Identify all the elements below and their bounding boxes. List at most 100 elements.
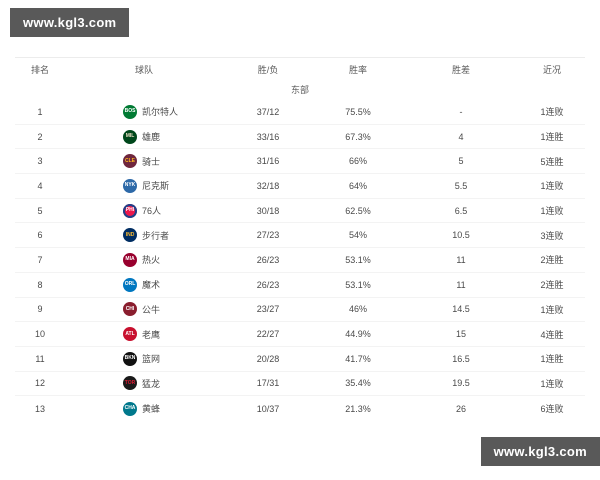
col-header-team: 球队 [134, 65, 153, 75]
watermark-bottom: www.kgl3.com [480, 437, 600, 466]
record-cell: 23/27 [256, 304, 280, 315]
gb-cell: 11 [456, 254, 466, 265]
gb-cell: 5.5 [454, 180, 468, 191]
rank-cell: 11 [35, 353, 45, 364]
col-header-rank: 排名 [30, 65, 49, 75]
gb-cell: 4 [458, 131, 464, 142]
col-header-pct: 胜率 [348, 65, 367, 75]
streak-cell: 1连败 [540, 378, 564, 389]
team-name: 猛龙 [142, 378, 161, 389]
table-row: 9 CHI 公牛 23/27 46% 14.5 1连败 [15, 298, 585, 323]
rank-cell: 5 [37, 205, 43, 216]
record-cell: 26/23 [256, 279, 280, 290]
streak-cell: 1连败 [540, 181, 564, 192]
record-cell: 32/18 [256, 180, 280, 191]
streak-cell: 4连胜 [540, 329, 564, 340]
pct-cell: 64% [348, 180, 367, 191]
rank-cell: 13 [34, 403, 45, 414]
team-logo-icon: TOR [123, 376, 137, 391]
table-row: 3 CLE 骑士 31/16 66% 5 5连胜 [15, 149, 585, 175]
team-logo-icon: IND [123, 228, 137, 243]
streak-cell: 1连胜 [540, 354, 564, 365]
team-name: 热火 [142, 255, 161, 266]
team-name: 步行者 [142, 230, 170, 241]
team-name: 骑士 [142, 156, 161, 167]
team-logo-icon: MIA [123, 252, 137, 267]
rank-cell: 8 [37, 279, 43, 290]
table-row: 13 CHA 黄蜂 10/37 21.3% 26 6连败 [15, 396, 585, 421]
gb-cell: 10.5 [452, 230, 470, 241]
rank-cell: 1 [37, 106, 43, 117]
gb-cell: 6.5 [454, 205, 468, 216]
table-row: 7 MIA 热火 26/23 53.1% 11 2连胜 [15, 248, 585, 273]
team-cell: IND 步行者 [65, 228, 223, 243]
streak-cell: 5连胜 [540, 156, 564, 167]
team-logo-icon: CLE [123, 154, 137, 169]
streak-cell: 6连败 [540, 404, 564, 415]
rank-cell: 12 [34, 378, 45, 389]
team-logo-icon: CHI [123, 302, 137, 317]
table-row: 2 MIL 雄鹿 33/16 67.3% 4 1连胜 [15, 125, 585, 150]
table-header: 排名 球队 胜/负 胜率 胜差 近况 [15, 58, 585, 81]
col-header-gb: 胜差 [451, 65, 470, 75]
rank-cell: 9 [37, 304, 43, 315]
team-logo-icon: BKN [123, 351, 137, 366]
record-cell: 10/37 [256, 403, 280, 414]
table-body: 1 BOS 凯尔特人 37/12 75.5% - 1连败 2 MIL 雄鹿 33… [15, 100, 585, 421]
team-logo-icon: ORL [123, 277, 137, 292]
watermark-top: www.kgl3.com [10, 8, 130, 37]
team-logo-icon: MIL [123, 129, 137, 144]
gb-cell: 26 [455, 403, 466, 414]
team-cell: MIA 热火 [65, 252, 223, 267]
record-cell: 27/23 [256, 230, 280, 241]
team-name: 雄鹿 [142, 132, 161, 143]
gb-cell: 16.5 [452, 353, 470, 364]
pct-cell: 62.5% [345, 205, 371, 216]
pct-cell: 46% [348, 304, 367, 315]
record-cell: 17/31 [256, 378, 280, 389]
team-cell: CHI 公牛 [65, 302, 223, 317]
streak-cell: 2连胜 [540, 280, 564, 291]
team-cell: NYK 尼克斯 [65, 178, 223, 193]
team-logo-icon: BOS [123, 104, 137, 119]
rank-cell: 4 [37, 180, 43, 191]
team-name: 篮网 [142, 354, 161, 365]
record-cell: 26/23 [256, 254, 280, 265]
gb-cell: 19.5 [452, 378, 470, 389]
team-logo-icon: NYK [123, 178, 137, 193]
table-row: 1 BOS 凯尔特人 37/12 75.5% - 1连败 [15, 100, 585, 125]
streak-cell: 1连败 [540, 107, 564, 118]
conference-label: 东部 [290, 85, 309, 95]
record-cell: 33/16 [256, 131, 280, 142]
team-cell: TOR 猛龙 [65, 376, 223, 391]
pct-cell: 44.9% [345, 329, 371, 340]
pct-cell: 54% [348, 230, 367, 241]
rank-cell: 3 [37, 156, 43, 167]
pct-cell: 75.5% [345, 106, 371, 117]
record-cell: 37/12 [256, 106, 280, 117]
table-row: 12 TOR 猛龙 17/31 35.4% 19.5 1连败 [15, 372, 585, 397]
streak-cell: 2连胜 [540, 255, 564, 266]
table-row: 11 BKN 篮网 20/28 41.7% 16.5 1连胜 [15, 347, 585, 372]
streak-cell: 3连败 [540, 230, 564, 241]
pct-cell: 66% [348, 156, 367, 167]
gb-cell: 5 [458, 156, 464, 167]
pct-cell: 67.3% [345, 131, 371, 142]
pct-cell: 53.1% [345, 279, 371, 290]
record-cell: 20/28 [256, 353, 280, 364]
team-cell: ATL 老鹰 [65, 327, 223, 342]
team-cell: MIL 雄鹿 [65, 129, 223, 144]
team-cell: CLE 骑士 [65, 154, 223, 169]
team-logo-icon: ATL [123, 327, 137, 342]
standings-table: 排名 球队 胜/负 胜率 胜差 近况 东部 1 BOS 凯尔特人 37/12 7… [15, 57, 585, 421]
team-cell: BOS 凯尔特人 [65, 104, 223, 119]
table-row: 4 NYK 尼克斯 32/18 64% 5.5 1连败 [15, 174, 585, 199]
team-name: 凯尔特人 [142, 107, 179, 118]
pct-cell: 35.4% [345, 378, 371, 389]
pct-cell: 53.1% [345, 254, 371, 265]
gb-cell: 11 [456, 279, 466, 290]
team-name: 老鹰 [142, 329, 161, 340]
rank-cell: 6 [37, 230, 43, 241]
table-row: 10 ATL 老鹰 22/27 44.9% 15 4连胜 [15, 322, 585, 347]
table-row: 5 PHI 76人 30/18 62.5% 6.5 1连败 [15, 199, 585, 224]
